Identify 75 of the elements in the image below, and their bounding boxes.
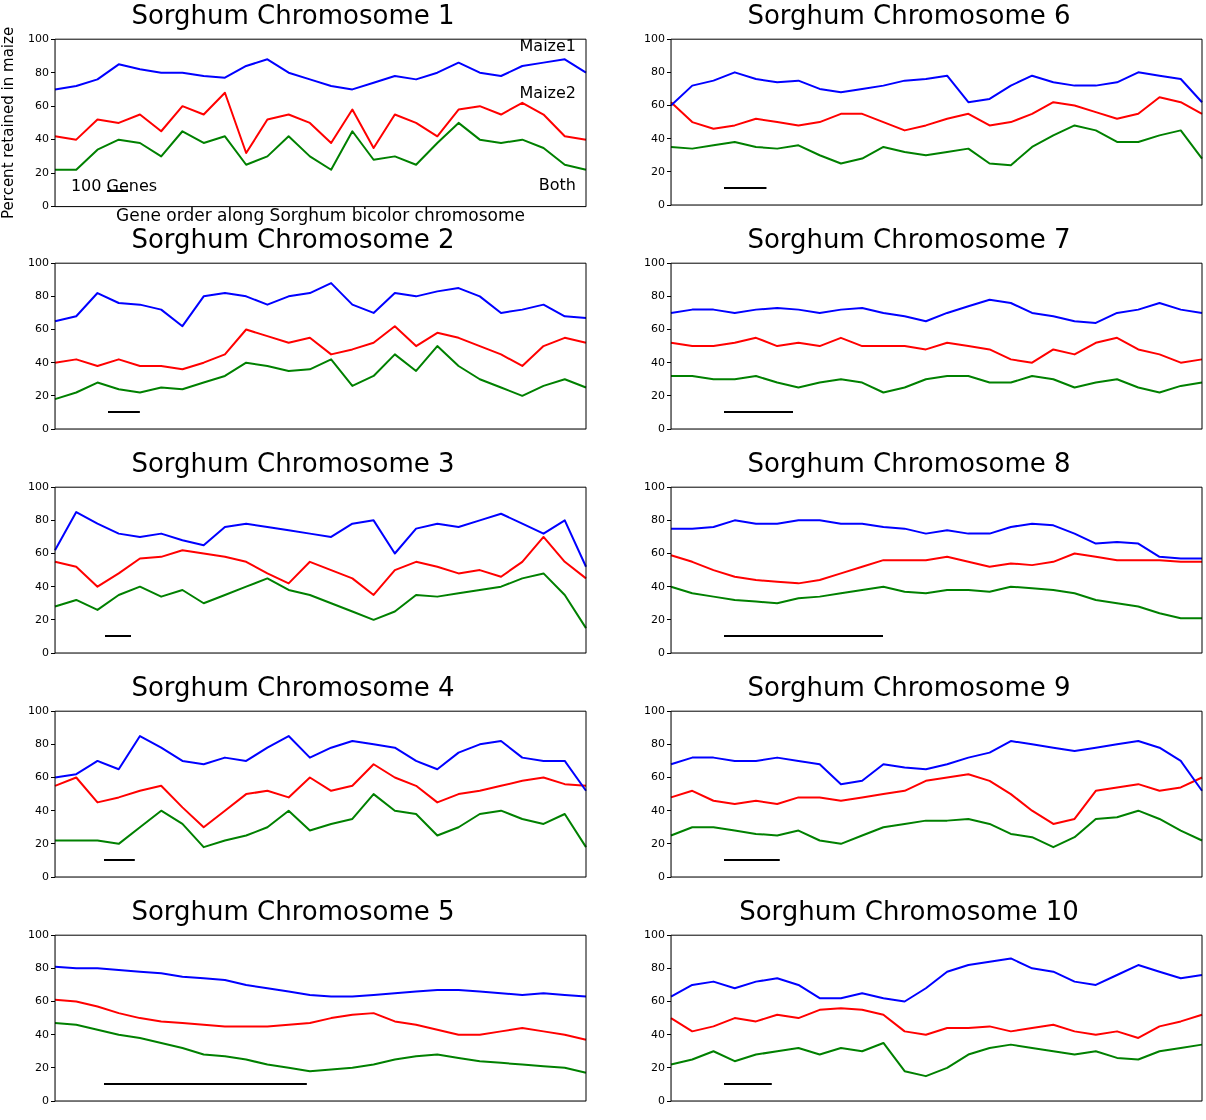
y-tick-label: 40 [651,355,665,369]
chart-title: Sorghum Chromosome 2 [131,224,455,255]
y-axis-title: Percent retained in maize [0,26,17,219]
y-tick-label: 100 [644,928,665,942]
y-tick-label: 100 [644,704,665,718]
y-tick-label: 20 [651,388,665,402]
y-tick-label: 100 [644,32,665,46]
y-tick-label: 0 [658,869,665,883]
y-tick-label: 80 [651,65,665,79]
y-tick-label: 20 [35,1060,49,1074]
y-tick-label: 60 [651,770,665,784]
x-axis-title: Gene order along Sorghum bicolor chromosome [116,205,525,226]
y-tick-label: 0 [42,869,49,883]
y-tick-label: 40 [35,1027,49,1041]
y-tick-label: 60 [651,98,665,112]
y-tick-label: 20 [651,612,665,626]
y-tick-label: 100 [28,256,49,270]
y-tick-label: 40 [651,131,665,145]
y-tick-label: 40 [35,355,49,369]
chart-title: Sorghum Chromosome 3 [131,448,455,479]
y-tick-label: 80 [35,961,49,975]
y-tick-label: 0 [42,199,49,213]
chart-title: Sorghum Chromosome 4 [131,672,455,703]
y-tick-label: 20 [35,836,49,850]
y-tick-label: 20 [35,165,49,179]
y-tick-label: 20 [35,388,49,402]
y-tick-label: 80 [35,513,49,527]
y-tick-label: 100 [644,256,665,270]
chart-title: Sorghum Chromosome 7 [747,224,1071,255]
y-tick-label: 60 [651,546,665,560]
chart-title: Sorghum Chromosome 10 [739,896,1079,927]
y-tick-label: 80 [651,513,665,527]
y-tick-label: 0 [658,645,665,659]
y-tick-label: 60 [651,322,665,336]
y-tick-label: 0 [42,1093,49,1107]
y-tick-label: 0 [42,421,49,435]
y-tick-label: 0 [42,645,49,659]
y-tick-label: 100 [28,480,49,494]
chart-title: Sorghum Chromosome 5 [131,896,455,927]
y-tick-label: 0 [658,1093,665,1107]
y-tick-label: 60 [35,994,49,1008]
y-tick-label: 40 [651,1027,665,1041]
y-tick-label: 60 [35,322,49,336]
y-tick-label: 0 [658,197,665,211]
y-tick-label: 100 [644,480,665,494]
chart-title: Sorghum Chromosome 6 [747,0,1071,31]
y-tick-label: 40 [651,803,665,817]
series-label: Both [538,174,576,194]
series-label: Maize2 [519,82,576,102]
chart-title: Sorghum Chromosome 8 [747,448,1071,479]
y-tick-label: 20 [35,612,49,626]
chart-title: Sorghum Chromosome 9 [747,672,1071,703]
y-tick-label: 40 [35,803,49,817]
y-tick-label: 80 [35,65,49,79]
y-tick-label: 0 [658,421,665,435]
y-tick-label: 80 [35,289,49,303]
y-tick-label: 40 [35,579,49,593]
series-label: Maize1 [519,36,576,56]
y-tick-label: 20 [651,836,665,850]
y-tick-label: 100 [28,928,49,942]
y-tick-label: 40 [651,579,665,593]
y-tick-label: 60 [651,994,665,1008]
y-tick-label: 20 [651,164,665,178]
y-tick-label: 100 [28,32,49,46]
y-tick-label: 80 [651,289,665,303]
y-tick-label: 40 [35,132,49,146]
chart-title: Sorghum Chromosome 1 [131,0,455,31]
y-tick-label: 60 [35,546,49,560]
y-tick-label: 20 [651,1060,665,1074]
y-tick-label: 80 [35,737,49,751]
y-tick-label: 80 [651,961,665,975]
y-tick-label: 100 [28,704,49,718]
y-tick-label: 60 [35,770,49,784]
y-tick-label: 80 [651,737,665,751]
y-tick-label: 60 [35,99,49,113]
